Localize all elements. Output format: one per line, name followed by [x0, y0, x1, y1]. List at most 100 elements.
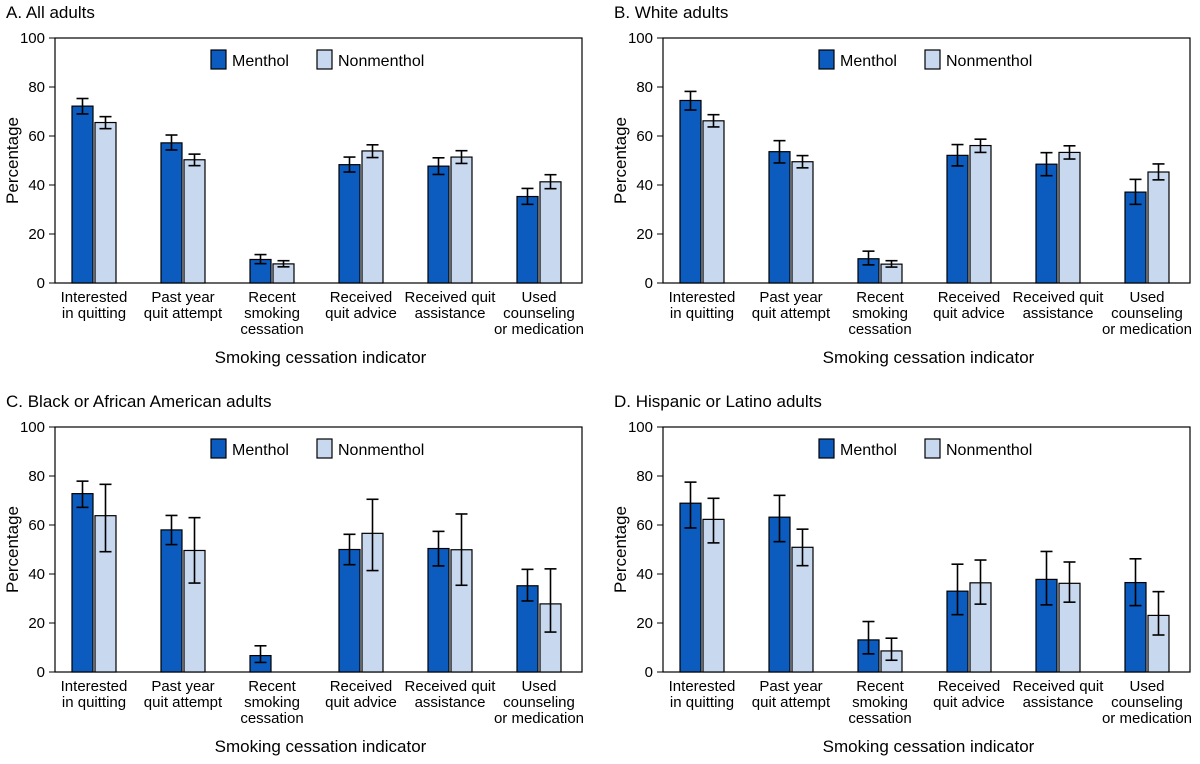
- y-tick-label: 40: [28, 177, 45, 194]
- x-category-label: quit attempt: [144, 694, 223, 711]
- y-tick-label: 20: [636, 615, 653, 632]
- x-category-label: quit attempt: [144, 305, 223, 322]
- x-category-label: Past year: [151, 678, 214, 695]
- x-category-label: Received: [330, 678, 393, 695]
- y-axis-label: Percentage: [3, 117, 22, 204]
- chart-title: A. All adults: [6, 3, 95, 22]
- x-category-label: in quitting: [670, 694, 734, 711]
- x-category-label: cessation: [240, 710, 303, 727]
- legend-label-menthol: Menthol: [232, 442, 289, 459]
- plot-frame: [662, 426, 1191, 673]
- bar-nonmenthol: [539, 181, 562, 284]
- bar-nonmenthol: [791, 161, 814, 284]
- y-tick-label: 40: [28, 566, 45, 583]
- x-category-label: Received: [938, 678, 1001, 695]
- x-category-label: Received quit: [1013, 289, 1105, 306]
- panel-hispanic-adults: D. Hispanic or Latino adults 0 20 40 60 80 100…: [608, 389, 1200, 764]
- y-tick-label: 80: [28, 79, 45, 96]
- x-category-label: assistance: [1023, 305, 1094, 322]
- y-axis-label: Percentage: [3, 506, 22, 593]
- x-category-label: quit attempt: [752, 694, 831, 711]
- chart-title: C. Black or African American adults: [6, 392, 272, 411]
- x-category-label: Received quit: [405, 289, 497, 306]
- x-category-label: assistance: [1023, 694, 1094, 711]
- x-category-label: Recent: [856, 678, 904, 695]
- x-category-label: or medication: [494, 321, 584, 338]
- y-tick-label: 0: [645, 664, 653, 681]
- legend-label-nonmenthol: Nonmenthol: [338, 442, 424, 459]
- y-tick-label: 60: [28, 128, 45, 145]
- y-tick-label: 80: [28, 468, 45, 485]
- x-category-label: in quitting: [670, 305, 734, 322]
- legend-swatch-nonmenthol: [924, 438, 941, 459]
- bar-nonmenthol: [94, 121, 117, 284]
- y-tick-label: 100: [20, 419, 45, 436]
- legend-label-nonmenthol: Nonmenthol: [946, 53, 1032, 70]
- chart-title: B. White adults: [614, 3, 728, 22]
- legend-swatch-nonmenthol: [316, 49, 333, 70]
- y-tick-label: 60: [28, 517, 45, 534]
- y-axis-label: Percentage: [611, 117, 630, 204]
- x-category-label: Used: [1129, 289, 1164, 306]
- bar-menthol: [160, 142, 183, 284]
- y-tick-label: 100: [628, 30, 653, 47]
- bar-menthol: [71, 493, 94, 673]
- bar-menthol: [338, 548, 361, 673]
- x-category-label: in quitting: [62, 305, 126, 322]
- bar-nonmenthol: [450, 156, 473, 284]
- x-category-label: Recent: [248, 678, 296, 695]
- x-category-label: Used: [521, 678, 556, 695]
- plot-frame: [54, 426, 583, 673]
- x-category-label: or medication: [1102, 321, 1192, 338]
- chart-white-adults: B. White adults 0 20 40 60 80 100 Percentage Int…: [611, 3, 1192, 367]
- chart-hispanic-adults: D. Hispanic or Latino adults 0 20 40 60 80 100…: [611, 392, 1192, 756]
- x-category-label: counseling: [1111, 305, 1183, 322]
- bar-nonmenthol: [361, 150, 384, 284]
- y-tick-label: 80: [636, 79, 653, 96]
- x-category-label: Past year: [151, 289, 214, 306]
- panel-black-adults: C. Black or African American adults 0 20 40…: [0, 389, 600, 764]
- y-tick-label: 80: [636, 468, 653, 485]
- bar-nonmenthol: [1058, 151, 1081, 284]
- legend-label-nonmenthol: Nonmenthol: [338, 53, 424, 70]
- x-category-label: Received quit: [1013, 678, 1105, 695]
- x-axis-label: Smoking cessation indicator: [823, 348, 1035, 367]
- x-category-label: cessation: [848, 710, 911, 727]
- y-tick-label: 0: [645, 275, 653, 292]
- x-axis-label: Smoking cessation indicator: [823, 737, 1035, 756]
- bar-menthol: [427, 165, 450, 284]
- legend-swatch-nonmenthol: [316, 438, 333, 459]
- x-category-label: Received quit: [405, 678, 497, 695]
- y-axis-label: Percentage: [611, 506, 630, 593]
- chart-title: D. Hispanic or Latino adults: [614, 392, 822, 411]
- x-category-label: Interested: [669, 678, 736, 695]
- legend-label-menthol: Menthol: [840, 442, 897, 459]
- bar-menthol: [679, 99, 702, 284]
- legend-label-menthol: Menthol: [840, 53, 897, 70]
- x-category-label: assistance: [415, 305, 486, 322]
- x-category-label: Interested: [61, 678, 128, 695]
- bar-menthol: [516, 195, 539, 284]
- x-category-label: smoking: [244, 694, 300, 711]
- legend-swatch-nonmenthol: [924, 49, 941, 70]
- bar-menthol: [427, 547, 450, 673]
- legend-swatch-menthol: [210, 438, 227, 459]
- x-category-label: Interested: [669, 289, 736, 306]
- x-category-label: Used: [1129, 678, 1164, 695]
- x-category-label: assistance: [415, 694, 486, 711]
- bar-menthol: [1035, 163, 1058, 284]
- y-tick-label: 40: [636, 177, 653, 194]
- bar-menthol: [71, 105, 94, 284]
- plot-frame: [54, 37, 583, 284]
- x-category-label: quit attempt: [752, 305, 831, 322]
- panel-all-adults: A. All adults 0 20 40 60 80 100 Percentage Inter…: [0, 0, 600, 382]
- legend-swatch-menthol: [818, 438, 835, 459]
- bar-menthol: [160, 529, 183, 673]
- bar-nonmenthol: [969, 144, 992, 284]
- x-category-label: Received: [330, 289, 393, 306]
- x-category-label: cessation: [848, 321, 911, 338]
- x-category-label: Recent: [856, 289, 904, 306]
- x-category-label: or medication: [1102, 710, 1192, 727]
- bar-menthol: [1124, 191, 1147, 284]
- x-category-label: Past year: [759, 678, 822, 695]
